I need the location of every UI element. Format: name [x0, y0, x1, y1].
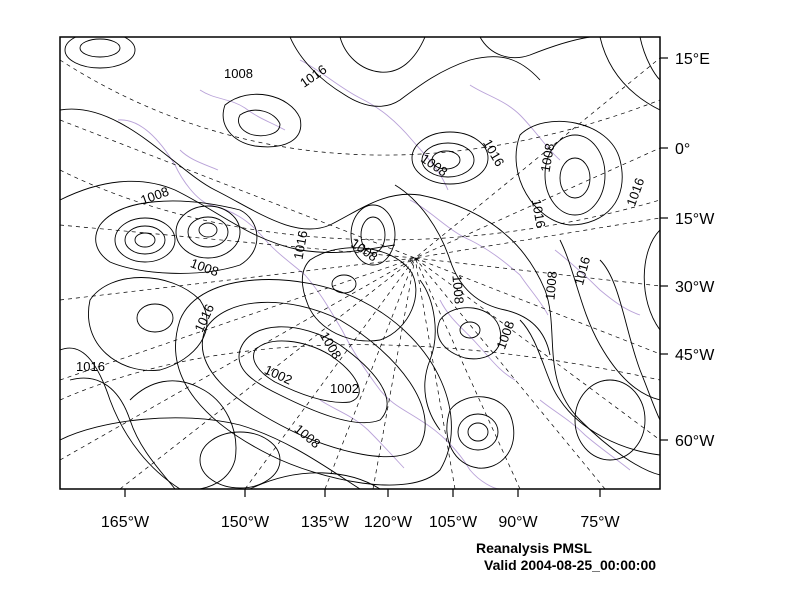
bottom-tick-label: 75°W [580, 514, 620, 531]
bottom-tick-label: 165°W [101, 514, 150, 531]
map-frame [59, 36, 661, 490]
contour-label: 1016 [529, 198, 549, 229]
contour-label: 1008 [189, 255, 221, 279]
contour-label: 1008 [449, 274, 466, 304]
right-axis [660, 57, 668, 441]
bottom-tick-label: 150°W [221, 514, 270, 531]
contour-label: 1008 [317, 329, 344, 362]
caption-valid-time: Valid 2004-08-25_00:00:00 [484, 557, 657, 573]
contour-label: 1016 [480, 136, 507, 169]
contour-label: 1016 [571, 255, 593, 287]
right-tick-label: 60°W [675, 433, 715, 450]
contour-label: 1008 [493, 319, 517, 351]
contour-label: 1016 [291, 229, 311, 260]
contour-label: 1008 [292, 421, 324, 451]
contour-label: 1008 [348, 236, 380, 265]
contour-label: 1008 [418, 151, 450, 180]
isobars [60, 37, 660, 489]
bottom-tick-label: 105°W [429, 514, 478, 531]
bottom-tick-label: 135°W [301, 514, 350, 531]
contour-label: 1002 [330, 381, 359, 396]
contour-label: 1008 [538, 142, 558, 173]
contour-label: 1016 [76, 359, 105, 374]
right-tick-label: 45°W [675, 347, 715, 364]
right-tick-label: 15°W [675, 211, 715, 228]
bottom-tick-label: 120°W [364, 514, 413, 531]
contour-label: 1016 [191, 302, 217, 335]
contour-label: 1008 [224, 66, 253, 81]
bottom-tick-labels: 165°W 150°W 135°W 120°W 105°W 90°W 75°W [101, 514, 621, 531]
bottom-axis [124, 489, 601, 497]
graticule [60, 57, 660, 489]
right-tick-label: 30°W [675, 279, 715, 296]
right-tick-label: 15°E [675, 51, 710, 68]
contour-label: 1008 [139, 184, 171, 208]
right-tick-labels: 15°E 0° 15°W 30°W 45°W 60°W [675, 51, 715, 450]
bottom-tick-label: 90°W [498, 514, 538, 531]
contour-label: 1016 [623, 176, 647, 208]
caption-title: Reanalysis PMSL [476, 540, 592, 556]
contour-label: 1008 [542, 271, 559, 301]
contour-label: 1016 [297, 62, 329, 91]
right-tick-label: 0° [675, 141, 690, 158]
